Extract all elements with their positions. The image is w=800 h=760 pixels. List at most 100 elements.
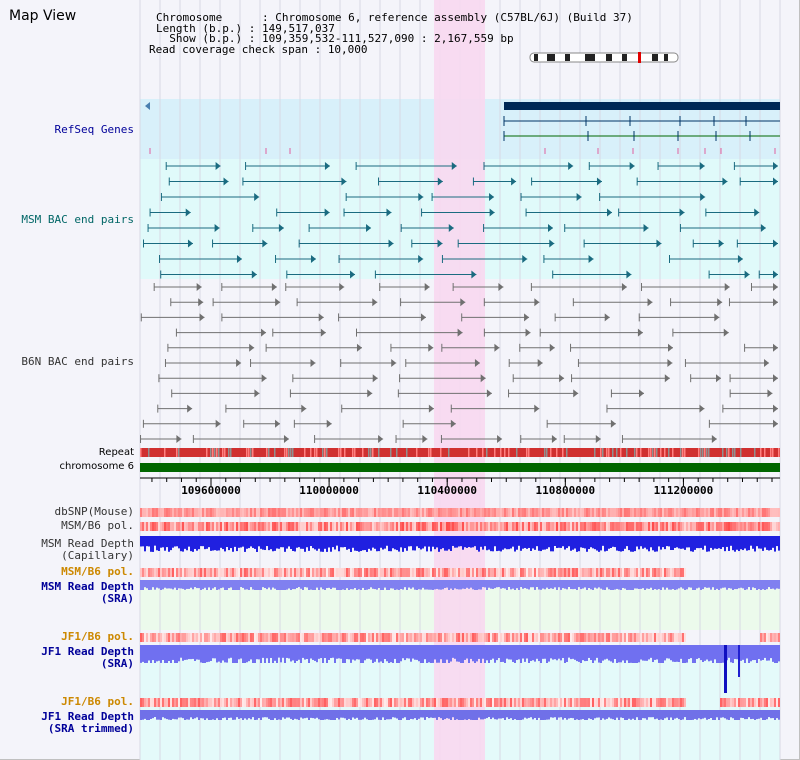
heat-cell	[212, 633, 214, 642]
bac-end-arrow	[275, 298, 281, 307]
depth-bar	[470, 710, 472, 720]
heat-cell	[438, 508, 440, 517]
heat-cell	[338, 568, 340, 577]
heat-cell	[384, 568, 386, 577]
depth-bar	[484, 580, 486, 588]
depth-bar	[492, 580, 494, 589]
depth-bar	[352, 645, 354, 660]
heat-cell	[608, 522, 610, 531]
heat-cell	[548, 633, 550, 642]
bac-end-arrow	[764, 359, 770, 367]
depth-bar	[258, 710, 260, 719]
heat-cell	[216, 508, 218, 517]
heat-cell	[500, 568, 502, 577]
heat-cell	[274, 522, 276, 531]
heat-cell	[322, 568, 324, 577]
heat-cell	[756, 508, 758, 517]
label-msm-bac-end-pairs[interactable]: MSM BAC end pairs	[21, 213, 134, 226]
depth-bar	[316, 580, 318, 588]
heat-cell	[578, 698, 580, 707]
bac-end-arrow	[639, 389, 645, 398]
heat-cell	[670, 508, 672, 517]
heat-cell	[146, 568, 148, 577]
depth-bar	[714, 536, 716, 549]
heat-cell	[574, 633, 576, 642]
label-msm-b6-pol-1[interactable]: MSM/B6 pol.	[61, 519, 134, 532]
heat-cell	[478, 698, 480, 707]
depth-bar	[432, 645, 434, 663]
heat-cell	[510, 508, 512, 517]
depth-bar	[168, 710, 170, 720]
depth-bar	[566, 536, 568, 549]
heat-cell	[418, 568, 420, 577]
label-jf1-b6-pol-2[interactable]: JF1/B6 pol.	[61, 695, 134, 708]
label-jf1-read-depth-trimmed[interactable]: JF1 Read Depth (SRA trimmed)	[41, 711, 134, 735]
heat-cell	[282, 633, 284, 642]
depth-bar	[726, 710, 728, 720]
heat-cell	[742, 522, 744, 531]
heat-cell	[178, 508, 180, 517]
heat-cell	[618, 508, 620, 517]
heat-cell	[422, 633, 424, 642]
depth-bar	[420, 536, 422, 550]
repeat-element	[304, 448, 306, 457]
label-b6n-bac-end-pairs[interactable]: B6N BAC end pairs	[21, 355, 134, 368]
depth-bar	[144, 710, 146, 719]
heat-cell	[554, 508, 556, 517]
label-msm-read-depth-capillary[interactable]: MSM Read Depth (Capillary)	[41, 538, 134, 562]
heat-cell	[222, 633, 224, 642]
heat-cell	[332, 508, 334, 517]
depth-bar	[658, 645, 660, 663]
heat-cell	[222, 508, 224, 517]
depth-bar	[550, 580, 552, 589]
depth-bar	[448, 710, 450, 719]
depth-bar	[304, 536, 306, 552]
depth-bar	[630, 580, 632, 590]
heat-cell	[624, 698, 626, 707]
depth-bar	[378, 536, 380, 552]
depth-bar	[602, 710, 604, 719]
depth-bar	[380, 580, 382, 590]
depth-bar	[582, 710, 584, 720]
heat-cell	[756, 698, 758, 707]
depth-bar	[730, 580, 732, 589]
depth-bar	[522, 580, 524, 589]
depth-bar	[608, 710, 610, 718]
heat-cell	[682, 698, 684, 707]
heat-cell	[586, 633, 588, 642]
heat-cell	[520, 568, 522, 577]
depth-bar	[238, 536, 240, 548]
depth-bar	[774, 536, 776, 552]
label-jf1-b6-pol-1[interactable]: JF1/B6 pol.	[61, 630, 134, 643]
heat-cell	[180, 633, 182, 642]
label-dbsnp[interactable]: dbSNP(Mouse)	[54, 505, 134, 518]
depth-bar	[278, 645, 280, 658]
depth-bar	[520, 580, 522, 588]
heat-cell	[458, 568, 460, 577]
heat-cell	[192, 698, 194, 707]
label-refseq-genes[interactable]: RefSeq Genes	[54, 123, 134, 136]
repeat-element	[778, 448, 780, 457]
depth-bar	[580, 645, 582, 663]
heat-cell	[150, 508, 152, 517]
heat-cell	[140, 522, 142, 531]
heat-cell	[572, 633, 574, 642]
depth-bar	[386, 536, 388, 546]
heat-cell	[770, 508, 772, 517]
heat-cell	[354, 522, 356, 531]
depth-bar	[174, 710, 176, 720]
depth-bar	[370, 536, 372, 551]
label-msm-b6-pol-2[interactable]: MSM/B6 pol.	[61, 565, 134, 578]
heat-cell	[674, 522, 676, 531]
label-jf1-read-depth-sra[interactable]: JF1 Read Depth (SRA)	[41, 646, 134, 670]
heat-cell	[448, 522, 450, 531]
depth-bar	[284, 710, 286, 719]
heat-cell	[402, 568, 404, 577]
heat-cell	[286, 522, 288, 531]
depth-bar	[252, 645, 254, 663]
heat-cell	[162, 508, 164, 517]
bac-end-arrow	[760, 224, 766, 232]
repeat-element	[740, 448, 742, 457]
label-msm-read-depth-sra[interactable]: MSM Read Depth (SRA)	[41, 581, 134, 605]
